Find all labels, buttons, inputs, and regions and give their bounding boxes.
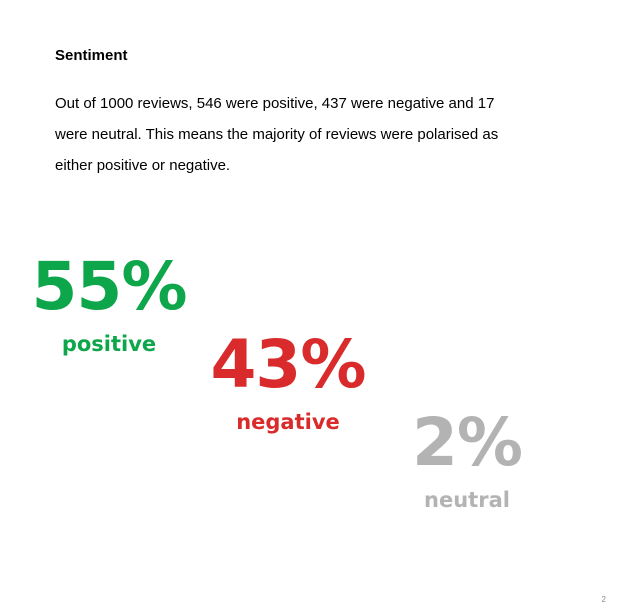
stat-positive-percent: 55% [31,248,188,325]
summary-paragraph: Out of 1000 reviews, 546 were positive, … [55,95,499,174]
stat-negative-percent: 43% [210,326,367,403]
page-number: 2 [601,595,606,604]
stat-neutral-percent: 2% [411,404,523,481]
stat-neutral-label: neutral [424,488,510,512]
stat-negative: 43% negative [208,330,368,436]
stat-positive: 55% positive [30,252,188,358]
stat-positive-label: positive [61,332,157,356]
stat-neutral: 2% neutral [398,408,536,514]
section-heading: Sentiment [55,47,128,64]
stat-negative-label: negative [236,410,340,434]
